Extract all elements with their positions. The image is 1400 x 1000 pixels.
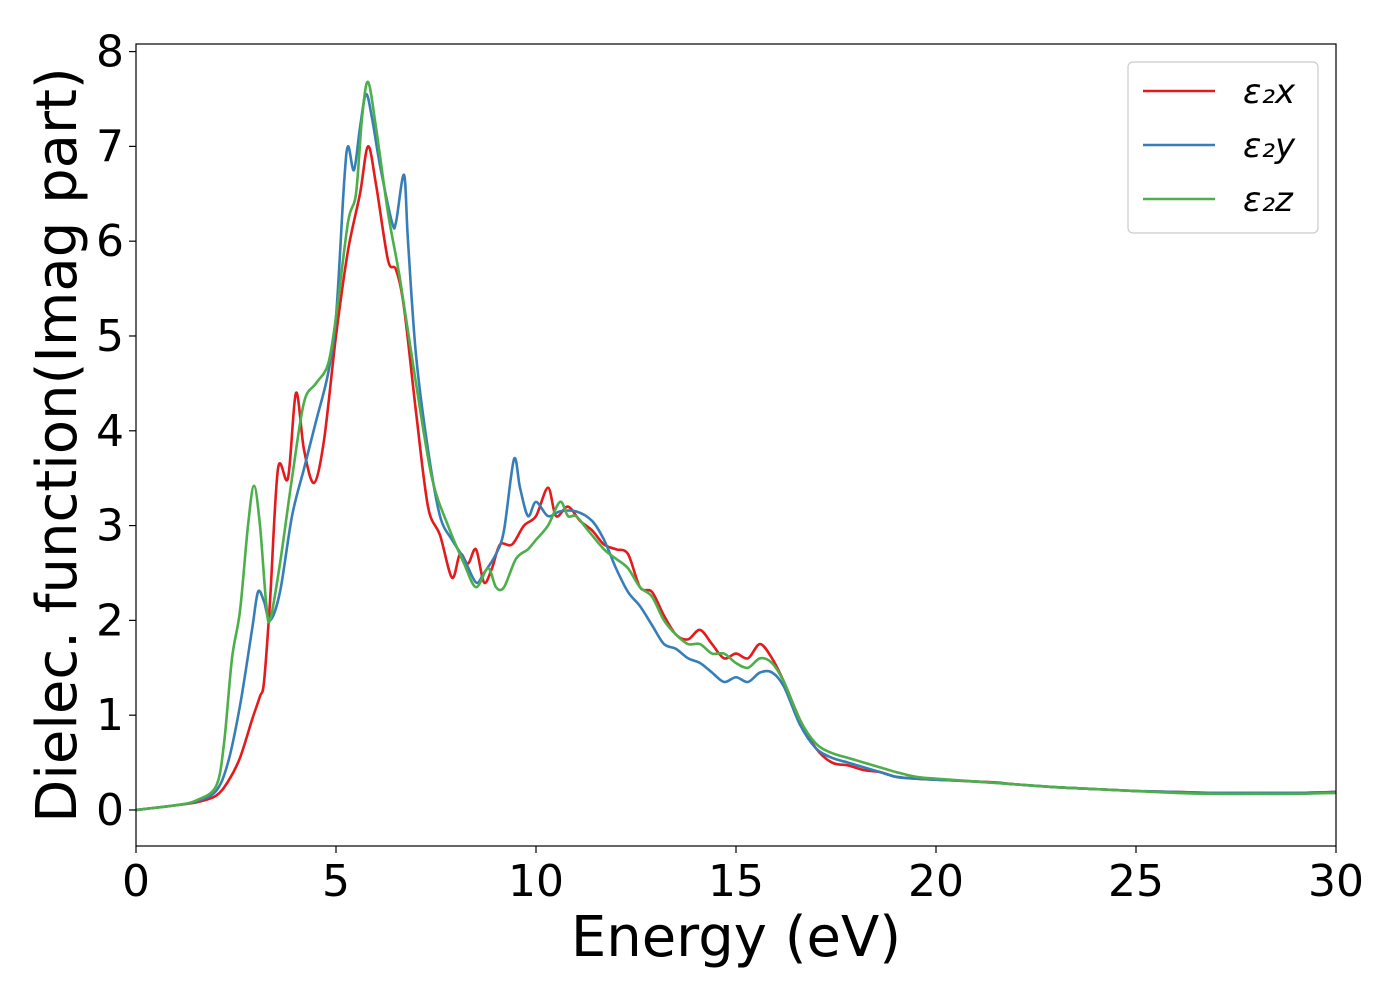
- x-tick-label: 25: [1108, 856, 1164, 907]
- x-axis-ticks: 0 5 10 15 20 25 30: [122, 846, 1364, 907]
- y-tick-label: 2: [96, 595, 124, 646]
- y-axis-label: Dielec. function(Imag part): [25, 67, 90, 823]
- y-tick-label: 4: [96, 406, 124, 457]
- x-tick-label: 10: [508, 856, 564, 907]
- legend-label-0: ε₂x: [1243, 72, 1296, 112]
- legend-label-1: ε₂y: [1243, 126, 1296, 166]
- y-tick-label: 6: [96, 216, 124, 267]
- y-axis-ticks: 0 1 2 3 4 5 6 7 8: [96, 27, 136, 836]
- y-tick-label: 1: [96, 690, 124, 741]
- y-tick-label: 0: [96, 785, 124, 836]
- x-tick-label: 20: [908, 856, 964, 907]
- x-tick-label: 5: [322, 856, 350, 907]
- y-tick-label: 7: [96, 121, 124, 172]
- legend-box: [1127, 61, 1319, 234]
- x-tick-label: 0: [122, 856, 150, 907]
- y-tick-label: 5: [96, 311, 124, 362]
- legend-label-2: ε₂z: [1243, 180, 1294, 220]
- series-line-2: [135, 80, 1337, 812]
- legend: ε₂x ε₂y ε₂z: [1127, 61, 1319, 234]
- x-axis-label: Energy (eV): [571, 905, 901, 970]
- series-line-1: [135, 92, 1337, 812]
- series-line-0: [135, 145, 1337, 812]
- y-tick-label: 8: [96, 27, 124, 78]
- x-tick-label: 15: [708, 856, 764, 907]
- series-layer: [135, 80, 1337, 812]
- y-tick-label: 3: [96, 501, 124, 552]
- x-tick-label: 30: [1308, 856, 1364, 907]
